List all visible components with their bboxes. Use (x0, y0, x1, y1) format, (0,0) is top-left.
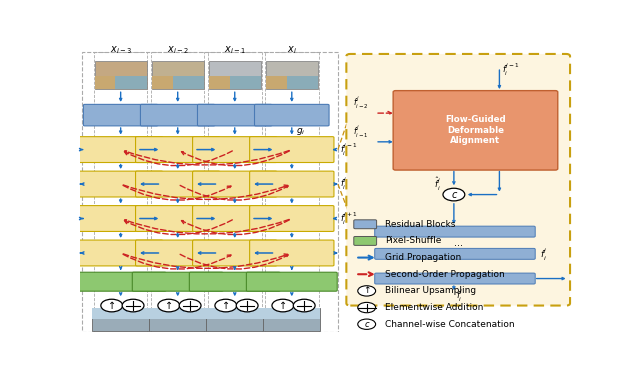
FancyBboxPatch shape (375, 273, 535, 284)
Text: Elementwise Addition: Elementwise Addition (385, 303, 483, 312)
FancyBboxPatch shape (375, 226, 535, 237)
FancyBboxPatch shape (250, 240, 334, 266)
Text: Second-Order Propagation: Second-Order Propagation (385, 270, 505, 279)
FancyBboxPatch shape (375, 248, 535, 259)
Circle shape (293, 299, 315, 312)
FancyBboxPatch shape (255, 104, 329, 126)
FancyBboxPatch shape (250, 171, 334, 197)
Bar (152, 60, 204, 89)
Circle shape (179, 299, 201, 312)
FancyBboxPatch shape (76, 272, 166, 291)
Text: $f_i^{j}$: $f_i^{j}$ (340, 176, 348, 192)
Text: Grid Propagation: Grid Propagation (385, 253, 461, 262)
FancyBboxPatch shape (193, 206, 277, 231)
FancyBboxPatch shape (79, 171, 163, 197)
Text: $x_i$: $x_i$ (287, 44, 297, 56)
FancyBboxPatch shape (189, 272, 280, 291)
FancyBboxPatch shape (354, 220, 376, 229)
Text: $\hat{f}_i^j$: $\hat{f}_i^j$ (434, 176, 440, 193)
FancyBboxPatch shape (79, 206, 163, 231)
Circle shape (358, 303, 376, 313)
Bar (92, 308, 149, 319)
FancyBboxPatch shape (193, 137, 277, 163)
Text: $g_i$: $g_i$ (296, 126, 305, 137)
Circle shape (101, 299, 123, 312)
Text: ↑: ↑ (363, 286, 371, 295)
Circle shape (236, 299, 258, 312)
FancyBboxPatch shape (346, 54, 570, 305)
Text: ↑: ↑ (108, 301, 116, 311)
FancyBboxPatch shape (79, 137, 163, 163)
Text: $x_{i-2}$: $x_{i-2}$ (167, 44, 189, 56)
Text: Pixel-Shuffle: Pixel-Shuffle (385, 236, 442, 245)
Bar (152, 76, 204, 89)
Bar (206, 308, 264, 330)
Text: $f_i^{j-1}$: $f_i^{j-1}$ (502, 62, 520, 78)
Circle shape (358, 319, 376, 329)
Text: $f_i^j$: $f_i^j$ (456, 288, 463, 304)
FancyBboxPatch shape (132, 272, 223, 291)
Text: $f_i^{j+1}$: $f_i^{j+1}$ (340, 210, 358, 227)
FancyBboxPatch shape (136, 171, 220, 197)
Bar (152, 76, 173, 89)
FancyBboxPatch shape (246, 272, 337, 291)
Bar (209, 76, 230, 89)
Circle shape (158, 299, 180, 312)
Bar (149, 308, 206, 319)
FancyBboxPatch shape (198, 104, 272, 126)
Circle shape (272, 299, 294, 312)
Text: Channel-wise Concatenation: Channel-wise Concatenation (385, 320, 515, 329)
Circle shape (215, 299, 237, 312)
Text: ...: ... (454, 238, 463, 248)
Bar (263, 308, 321, 319)
Bar (209, 60, 260, 89)
Text: Flow-Guided
Deformable
Alignment: Flow-Guided Deformable Alignment (445, 116, 506, 145)
Bar (95, 76, 115, 89)
FancyBboxPatch shape (136, 240, 220, 266)
FancyBboxPatch shape (136, 206, 220, 231)
Bar (206, 308, 264, 319)
Text: $f_i^{j-1}$: $f_i^{j-1}$ (340, 141, 358, 158)
FancyBboxPatch shape (193, 171, 277, 197)
FancyBboxPatch shape (250, 206, 334, 231)
Text: ↑: ↑ (222, 301, 230, 311)
Bar (95, 76, 147, 89)
Bar (149, 308, 206, 330)
Bar (209, 76, 260, 89)
Circle shape (358, 286, 376, 296)
FancyBboxPatch shape (354, 236, 376, 245)
FancyBboxPatch shape (393, 91, 558, 170)
FancyBboxPatch shape (140, 104, 215, 126)
Circle shape (122, 299, 144, 312)
FancyBboxPatch shape (136, 137, 220, 163)
Text: $f_{i-1}^j$: $f_{i-1}^j$ (353, 123, 369, 140)
Text: $f_i^j$: $f_i^j$ (540, 247, 548, 263)
Text: c: c (364, 320, 369, 329)
Bar (266, 76, 287, 89)
Text: ↑: ↑ (164, 301, 173, 311)
Text: c: c (451, 189, 456, 200)
FancyBboxPatch shape (193, 240, 277, 266)
Circle shape (443, 188, 465, 201)
Bar (263, 308, 321, 330)
Text: Bilinear Upsampling: Bilinear Upsampling (385, 286, 476, 295)
FancyBboxPatch shape (83, 104, 158, 126)
Bar (92, 308, 149, 330)
Text: $x_{i-1}$: $x_{i-1}$ (224, 44, 246, 56)
Bar (95, 60, 147, 89)
Bar (266, 60, 318, 89)
Bar (266, 76, 318, 89)
FancyBboxPatch shape (79, 240, 163, 266)
Text: ↑: ↑ (279, 301, 287, 311)
Text: $x_{i-3}$: $x_{i-3}$ (109, 44, 132, 56)
Text: Residual Blocks: Residual Blocks (385, 220, 456, 229)
FancyBboxPatch shape (250, 137, 334, 163)
Text: $f_{i-2}^j$: $f_{i-2}^j$ (353, 95, 369, 111)
